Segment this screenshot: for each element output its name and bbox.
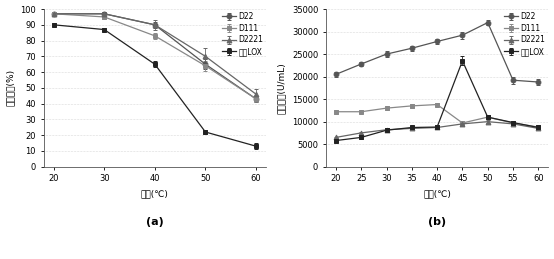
Text: (a): (a) [146,217,163,227]
Y-axis label: 相对活力(%): 相对活力(%) [6,69,14,106]
Legend: D22, D111, D2221, 野生LOX: D22, D111, D2221, 野生LOX [220,11,265,58]
Text: (b): (b) [428,217,446,227]
X-axis label: 温度(℃): 温度(℃) [141,189,169,198]
Y-axis label: 相对活力(U/mL): 相对活力(U/mL) [277,62,286,114]
Legend: D22, D111, D2221, 野生LOX: D22, D111, D2221, 野生LOX [503,11,547,58]
X-axis label: 温度(℃): 温度(℃) [423,189,451,198]
